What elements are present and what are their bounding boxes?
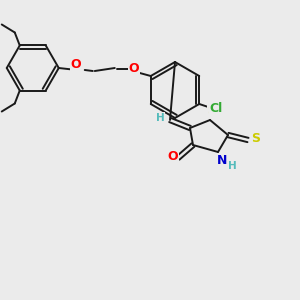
Text: H: H xyxy=(156,113,164,123)
Text: O: O xyxy=(168,149,178,163)
Text: O: O xyxy=(128,61,139,74)
Text: S: S xyxy=(208,104,217,118)
Text: N: N xyxy=(217,154,227,166)
Text: H: H xyxy=(228,161,236,171)
Text: Cl: Cl xyxy=(210,103,223,116)
Text: O: O xyxy=(70,58,81,71)
Text: S: S xyxy=(251,133,260,146)
